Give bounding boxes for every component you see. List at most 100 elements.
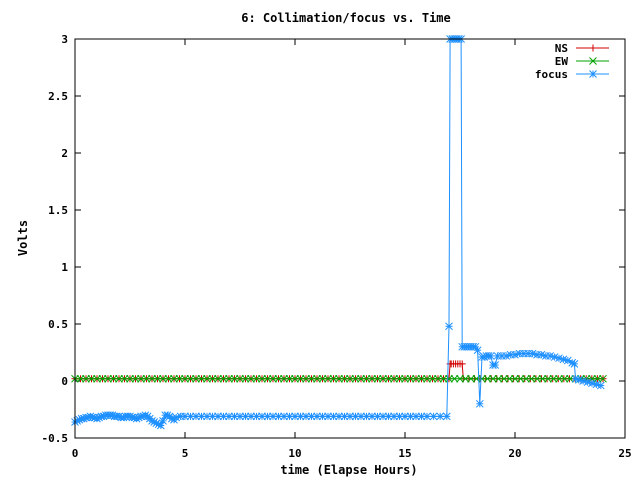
- data-point-ew: [181, 374, 189, 383]
- data-point-ew: [362, 374, 371, 383]
- data-point-focus: [401, 412, 409, 421]
- legend-label-ew: EW: [555, 55, 569, 68]
- data-point-ew: [395, 374, 404, 383]
- y-tick-label: 2: [61, 147, 68, 160]
- data-point-ew: [247, 374, 255, 383]
- data-point-focus: [473, 346, 482, 355]
- data-point-ew: [555, 374, 563, 383]
- y-tick-label: 3: [61, 33, 68, 46]
- axis-ticks: 0 5 10 15 20 25-0.500.511.522.53: [42, 33, 632, 460]
- data-point-ew: [126, 374, 134, 383]
- data-point-focus: [247, 412, 255, 421]
- data-point-ew: [307, 374, 316, 383]
- data-point-ew: [82, 374, 90, 383]
- data-point-ew: [230, 374, 239, 383]
- data-point-ew: [368, 374, 376, 383]
- data-point-ew: [549, 374, 558, 383]
- data-point-ew: [153, 374, 162, 383]
- data-point-focus: [203, 412, 211, 421]
- data-point-focus: [417, 412, 426, 421]
- data-point-focus: [475, 399, 484, 408]
- x-tick-label: 5: [182, 447, 189, 460]
- data-point-ew: [390, 374, 398, 383]
- data-point-focus: [340, 412, 349, 421]
- data-point-focus: [390, 412, 398, 421]
- data-point-ew: [538, 374, 547, 383]
- data-point-focus: [429, 412, 438, 421]
- y-tick-label: 1.5: [48, 204, 68, 217]
- data-point-focus: [208, 412, 217, 421]
- data-point-ew: [417, 374, 426, 383]
- data-point-ew: [467, 374, 475, 383]
- data-point-ew: [186, 374, 195, 383]
- data-point-ew: [98, 374, 107, 383]
- legend-marker-ns: [589, 44, 597, 52]
- y-tick-label: -0.5: [42, 432, 69, 445]
- data-point-focus: [550, 353, 559, 361]
- x-tick-label: 0: [72, 447, 79, 460]
- data-point-ew: [511, 374, 519, 383]
- data-point-focus: [559, 355, 568, 364]
- data-point-ew: [192, 374, 200, 383]
- data-point-ew: [346, 374, 354, 383]
- data-point-focus: [528, 349, 537, 358]
- plot-frame: [74, 38, 626, 439]
- data-point-ew: [489, 374, 497, 383]
- data-point-focus: [546, 352, 555, 360]
- data-point-focus: [583, 378, 592, 386]
- data-point-focus: [313, 412, 321, 421]
- data-point-ew: [324, 374, 332, 383]
- series-line-focus: [74, 38, 601, 427]
- data-point-focus: [445, 322, 453, 331]
- data-point-ew: [241, 374, 250, 383]
- data-point-ew: [263, 374, 272, 383]
- data-point-ew: [566, 374, 574, 383]
- data-point-ew: [318, 374, 327, 383]
- x-tick-label: 10: [288, 447, 301, 460]
- data-point-focus: [486, 352, 495, 360]
- legend-marker-focus: [589, 70, 597, 78]
- data-point-ew: [142, 374, 151, 383]
- data-point-focus: [318, 412, 327, 421]
- data-point-ew: [252, 374, 261, 383]
- x-tick-label: 25: [618, 447, 631, 460]
- data-point-ew: [203, 374, 211, 383]
- data-point-ew: [505, 374, 514, 383]
- data-point-focus: [555, 354, 563, 363]
- chart-title: 6: Collimation/focus vs. Time: [241, 11, 451, 25]
- data-point-focus: [406, 412, 415, 421]
- data-point-ew: [258, 374, 266, 383]
- data-point-ew: [291, 374, 299, 383]
- data-point-focus: [579, 377, 588, 385]
- data-point-ew: [115, 374, 123, 383]
- data-point-focus: [214, 412, 222, 421]
- data-point-ew: [269, 374, 277, 383]
- data-point-ew: [401, 374, 409, 383]
- data-point-ew: [131, 374, 140, 383]
- data-point-ew: [93, 374, 101, 383]
- data-point-ew: [335, 374, 343, 383]
- data-point-focus: [592, 380, 601, 389]
- plot-area: [71, 35, 607, 430]
- legend-marker-ew: [589, 57, 597, 65]
- x-tick-label: 20: [508, 447, 521, 460]
- data-point-focus: [172, 413, 181, 422]
- data-point-ew: [175, 374, 184, 383]
- x-tick-label: 15: [398, 447, 411, 460]
- data-point-ew: [434, 374, 442, 383]
- data-point-ew: [384, 374, 393, 383]
- data-point-ew: [164, 374, 173, 383]
- data-point-focus: [357, 412, 365, 421]
- data-point-ew: [274, 374, 283, 383]
- data-point-ew: [225, 374, 233, 383]
- y-tick-label: 1: [61, 261, 68, 274]
- data-point-ew: [522, 374, 530, 383]
- data-point-ew: [285, 374, 294, 383]
- data-point-focus: [423, 412, 431, 421]
- data-point-ew: [439, 374, 448, 383]
- data-point-ew: [302, 374, 310, 383]
- data-point-ew: [428, 374, 437, 383]
- data-point-ew: [120, 374, 129, 383]
- data-point-ew: [296, 374, 305, 383]
